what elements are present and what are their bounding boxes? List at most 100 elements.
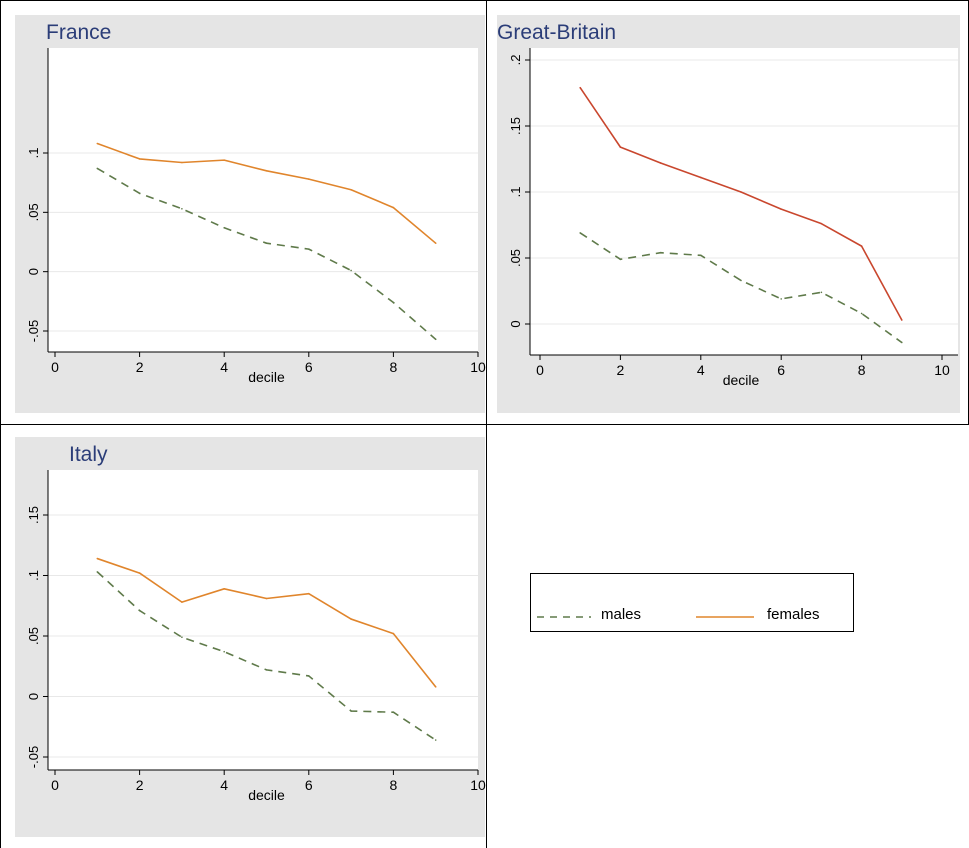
x-axis-label: decile [723, 372, 760, 388]
table-border-left [0, 0, 1, 848]
x-tick-label: 10 [470, 777, 486, 793]
data-point-females [138, 158, 141, 160]
data-point-females [181, 601, 183, 603]
table-border-middle [0, 424, 969, 425]
data-point-females [434, 686, 437, 688]
x-tick-label: 8 [858, 362, 866, 378]
y-tick-label: -.05 [26, 320, 41, 342]
data-point-females [901, 319, 903, 321]
data-point-females [308, 178, 310, 180]
data-point-males [181, 636, 183, 639]
data-point-males [780, 298, 782, 300]
x-tick-label: 2 [136, 777, 144, 793]
panel-italy: Italy -.05 0 .05 .1 .15 0 2 4 6 8 10 decile [15, 437, 486, 837]
data-point-females [392, 632, 395, 635]
x-axis-label: decile [248, 787, 285, 803]
x-axis-label: decile [248, 369, 285, 385]
data-point-males [392, 711, 395, 714]
y-tick-label: .15 [508, 117, 523, 135]
data-point-females [579, 86, 581, 89]
data-point-females [308, 592, 310, 595]
data-point-males [181, 207, 183, 210]
y-tick-label: .05 [26, 203, 41, 221]
x-tick-label: 10 [470, 359, 486, 375]
y-tick-label: .15 [26, 506, 41, 524]
data-point-males [901, 341, 903, 344]
data-point-males [434, 338, 437, 341]
data-point-males [700, 254, 702, 257]
data-point-females [820, 222, 823, 225]
data-point-females [700, 176, 702, 179]
x-tick-label: 0 [51, 359, 59, 375]
series-line-males [579, 232, 903, 344]
data-point-males [96, 571, 99, 573]
y-tick-label: .1 [26, 570, 41, 581]
data-point-males [392, 301, 395, 304]
data-point-females [265, 597, 268, 600]
data-point-females [860, 245, 863, 247]
x-tick-label: 8 [390, 359, 398, 375]
panel-france: France -.05 0 .05 .1 0 2 4 6 8 10 decile [15, 15, 486, 413]
data-point-females [265, 170, 268, 172]
chart-title-italy: Italy [69, 443, 108, 466]
data-point-males [579, 232, 581, 234]
plot-area [48, 48, 478, 352]
data-point-males [740, 279, 742, 282]
chart-title-france: France [46, 21, 112, 44]
data-point-males [223, 650, 225, 653]
data-point-males [265, 669, 268, 671]
legend-males-swatch [537, 616, 591, 618]
legend-males-label: males [601, 606, 642, 623]
data-point-males [138, 192, 141, 195]
data-point-males [350, 269, 352, 272]
data-point-males [659, 251, 662, 254]
x-tick-label: 6 [777, 362, 785, 378]
data-point-females [223, 588, 225, 590]
x-tick-label: 0 [536, 362, 544, 378]
data-point-females [740, 191, 742, 193]
data-point-females [392, 206, 395, 209]
chart-italy: -.05 0 .05 .1 .15 0 2 4 6 8 10 decile [26, 470, 486, 803]
y-tick-label: .1 [508, 187, 523, 198]
data-point-females [659, 162, 662, 164]
x-tick-label: 2 [617, 362, 625, 378]
x-tick-label: 0 [51, 777, 59, 793]
x-tick-label: 2 [136, 359, 144, 375]
legend-females-label: females [767, 606, 820, 623]
data-point-females [96, 142, 99, 145]
x-tick-label: 6 [305, 777, 313, 793]
x-tick-label: 4 [220, 359, 228, 375]
data-point-males [434, 739, 437, 741]
x-tick-label: 8 [390, 777, 398, 793]
chart-great-britain: 0 .05 .1 .15 .2 0 2 4 6 8 10 decile [508, 48, 958, 388]
data-point-males [308, 248, 310, 250]
data-point-females [138, 572, 141, 574]
table-border-top [0, 0, 969, 1]
chart-title-great-britain: Great-Britain [497, 21, 617, 44]
data-point-females [350, 188, 352, 191]
legend: males females [530, 573, 854, 632]
y-tick-label: 0 [26, 268, 41, 275]
data-point-females [223, 159, 225, 161]
x-tick-label: 6 [305, 359, 313, 375]
data-point-females [350, 618, 352, 620]
data-point-females [96, 557, 99, 560]
y-tick-label: .2 [508, 55, 523, 66]
data-point-males [265, 242, 268, 244]
x-tick-label: 4 [697, 362, 705, 378]
y-tick-label: 0 [26, 693, 41, 700]
y-tick-label: 0 [508, 320, 523, 327]
data-point-males [223, 226, 225, 229]
data-point-females [434, 242, 437, 244]
y-tick-label: .05 [26, 627, 41, 645]
table-border-center [486, 0, 487, 848]
data-point-females [780, 208, 782, 210]
data-point-males [860, 312, 863, 315]
x-tick-label: 4 [220, 777, 228, 793]
data-point-males [138, 609, 141, 612]
data-point-females [181, 161, 183, 164]
x-tick-label: 10 [934, 362, 950, 378]
plot-area [530, 48, 958, 355]
data-point-males [350, 710, 352, 712]
y-tick-label: -.05 [26, 746, 41, 768]
